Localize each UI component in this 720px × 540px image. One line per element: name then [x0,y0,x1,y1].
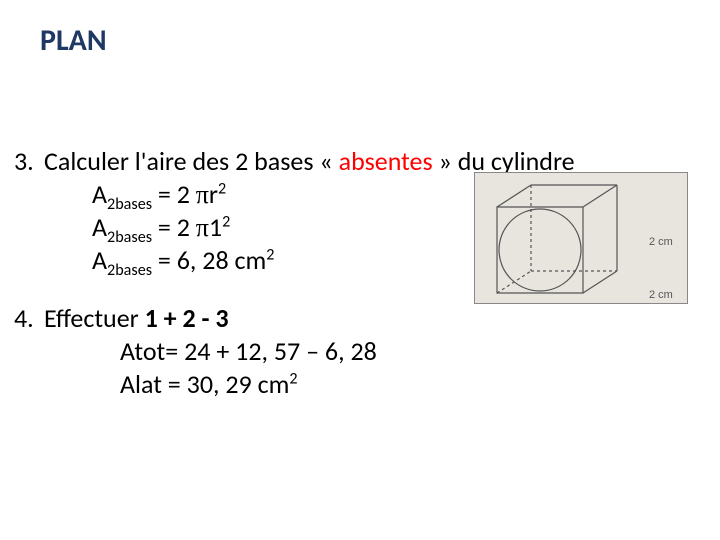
item3-text-before: Calculer l'aire des 2 bases « [44,145,339,177]
atot-line: Atot= 24 + 12, 57 – 6, 28 [120,335,377,367]
item3-text-highlight: absentes [339,145,433,177]
a2bases-line: A2bases = 2 π12 [92,211,230,247]
figure-label-bottom: 2 cm [649,289,673,301]
slide-title: PLAN [40,22,107,59]
a2bases-line: A2bases = 6, 28 cm2 [92,244,274,280]
figure-label-right: 2 cm [649,236,673,248]
a2bases-line: A2bases = 2 πr2 [92,178,226,214]
cube-cylinder-figure: 2 cm 2 cm [474,172,688,304]
atot-line: Alat = 30, 29 cm2 [120,368,298,400]
item4-text-bold: 1 + 2 - 3 [145,302,229,334]
item4-number: 4. [14,302,34,334]
item4-text: Effectuer 1 + 2 - 3 [44,302,229,334]
item3-number: 3. [14,145,34,177]
item4-text-plain: Effectuer [44,302,145,334]
